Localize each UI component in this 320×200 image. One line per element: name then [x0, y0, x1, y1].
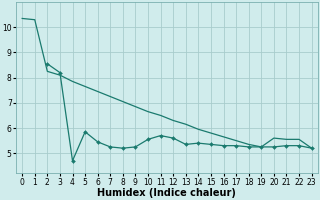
X-axis label: Humidex (Indice chaleur): Humidex (Indice chaleur) — [98, 188, 236, 198]
